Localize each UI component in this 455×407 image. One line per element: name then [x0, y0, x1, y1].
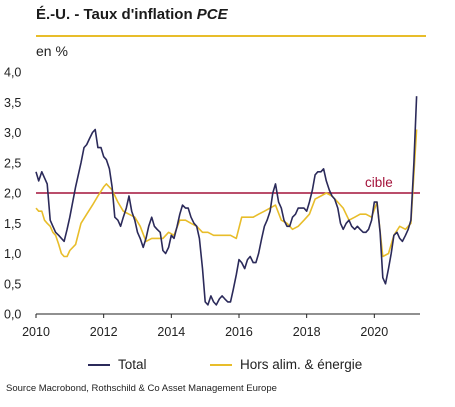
y-tick-label: 2,0 [4, 187, 21, 201]
pce-chart: 0,0 0,5 1,0 1,5 2,0 2,5 3,0 3,5 4,0 2010 2012 2014… [4, 66, 420, 339]
y-tick-label: 3,5 [4, 96, 21, 110]
legend-core-label: Hors alim. & énergie [240, 357, 363, 372]
legend-core: Hors alim. & énergie [210, 357, 362, 372]
title-rule [36, 35, 426, 37]
y-tick-label: 3,0 [4, 126, 21, 140]
series-core-line [35, 129, 418, 258]
x-tick-label: 2012 [90, 325, 118, 339]
y-tick-label: 4,0 [4, 66, 21, 80]
y-tick-label: 1,5 [4, 217, 21, 231]
chart-title: É.-U. - Taux d'inflation PCE [36, 6, 228, 23]
x-tick-label: 2016 [225, 325, 253, 339]
chart-title-emphasis: PCE [196, 6, 228, 23]
chart-title-main: É.-U. - Taux d'inflation [36, 6, 197, 23]
x-tick-label: 2020 [360, 325, 388, 339]
legend-core-swatch [210, 363, 232, 366]
legend-total: Total [88, 357, 147, 372]
y-tick-label: 1,0 [4, 247, 21, 261]
series-total-line [35, 96, 418, 306]
x-tick-label: 2018 [293, 325, 321, 339]
y-tick-label: 0,5 [4, 277, 21, 291]
y-tick-label: 2,5 [4, 156, 21, 170]
x-tick-label: 2014 [157, 325, 185, 339]
legend-total-swatch [88, 363, 110, 366]
x-tick-label: 2010 [22, 325, 50, 339]
y-unit-label: en % [36, 43, 68, 59]
legend-total-label: Total [118, 357, 147, 372]
source-note: Source Macrobond, Rothschild & Co Asset … [6, 383, 277, 394]
target-label: cible [365, 175, 393, 190]
y-tick-label: 0,0 [4, 308, 21, 322]
